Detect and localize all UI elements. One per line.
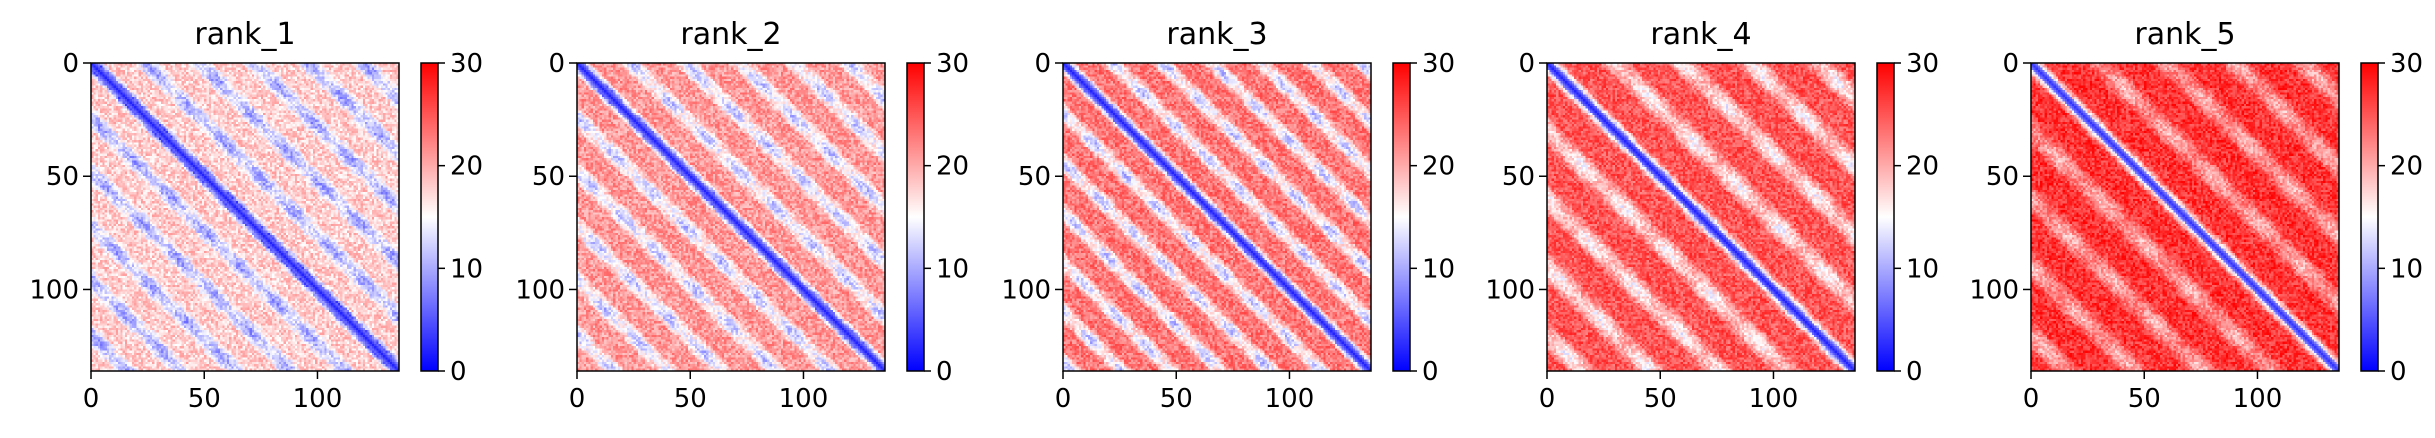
x-tick-label: 100 [2233, 384, 2283, 414]
y-tick-label: 50 [1502, 162, 1535, 192]
x-tick-label: 100 [779, 384, 829, 414]
colorbar-tick-label: 20 [2390, 152, 2423, 182]
y-tick-label: 100 [1969, 275, 2019, 305]
y-tick-label: 0 [548, 49, 565, 79]
heatmap-image [577, 63, 885, 371]
panel-title: rank_4 [1650, 17, 1751, 52]
colorbar-tick-label: 10 [1906, 254, 1939, 284]
heatmap-image [1547, 63, 1855, 371]
y-tick-label: 0 [1518, 49, 1535, 79]
x-tick-label: 50 [674, 384, 707, 414]
heatmap-image [1063, 63, 1371, 371]
colorbar-tick-label: 20 [450, 152, 483, 182]
heatmap-image [91, 63, 399, 371]
heatmap-panel-1: rank_1 0 50 100 0 50 100 0 10 20 30 [29, 17, 483, 414]
colorbar-tick-label: 30 [450, 49, 483, 79]
heatmap-panel-4: rank_4 0 50 100 0 50 100 0 10 20 30 [1485, 17, 1939, 414]
colorbar [1876, 62, 1895, 372]
axes-frame [90, 62, 400, 372]
y-tick-label: 0 [1034, 49, 1051, 79]
axes-frame [576, 62, 886, 372]
colorbar-tick-label: 20 [936, 152, 969, 182]
colorbar [420, 62, 439, 372]
panel-title: rank_2 [680, 17, 781, 52]
heatmap-panel-5: rank_5 0 50 100 0 50 100 0 10 20 30 [1969, 17, 2423, 414]
y-tick-label: 0 [2002, 49, 2019, 79]
y-tick-label: 100 [29, 275, 79, 305]
axes-frame [2030, 62, 2340, 372]
y-tick-label: 0 [62, 49, 79, 79]
x-tick-label: 50 [2128, 384, 2161, 414]
colorbar-tick-label: 10 [1422, 254, 1455, 284]
colorbar-tick-label: 30 [1906, 49, 1939, 79]
colorbar [1392, 62, 1411, 372]
x-tick-label: 50 [1644, 384, 1677, 414]
heatmap-image [2031, 63, 2339, 371]
panel-title: rank_3 [1166, 17, 1267, 52]
y-tick-label: 100 [1001, 275, 1051, 305]
panel-title: rank_1 [194, 17, 295, 52]
y-tick-label: 50 [1018, 162, 1051, 192]
x-tick-label: 0 [1539, 384, 1556, 414]
x-tick-label: 0 [2023, 384, 2040, 414]
y-tick-label: 50 [46, 162, 79, 192]
y-tick-label: 100 [1485, 275, 1535, 305]
axes-frame [1546, 62, 1856, 372]
x-tick-label: 100 [293, 384, 343, 414]
x-tick-label: 0 [83, 384, 100, 414]
x-tick-label: 50 [1160, 384, 1193, 414]
colorbar-tick-label: 30 [1422, 49, 1455, 79]
colorbar-tick-label: 10 [450, 254, 483, 284]
colorbar-tick-label: 0 [2390, 357, 2407, 387]
heatmap-panel-2: rank_2 0 50 100 0 50 100 0 10 20 30 [515, 17, 969, 414]
colorbar-tick-label: 10 [936, 254, 969, 284]
colorbar-tick-label: 30 [2390, 49, 2423, 79]
x-tick-label: 0 [569, 384, 586, 414]
colorbar-tick-label: 30 [936, 49, 969, 79]
panel-title: rank_5 [2134, 17, 2235, 52]
colorbar-tick-label: 0 [450, 357, 467, 387]
colorbar-tick-label: 10 [2390, 254, 2423, 284]
heatmap-panel-3: rank_3 0 50 100 0 50 100 0 10 20 30 [1001, 17, 1455, 414]
x-tick-label: 100 [1749, 384, 1799, 414]
colorbar [906, 62, 925, 372]
axes-frame [1062, 62, 1372, 372]
colorbar-tick-label: 0 [1422, 357, 1439, 387]
colorbar-tick-label: 20 [1906, 152, 1939, 182]
colorbar-tick-label: 0 [936, 357, 953, 387]
colorbar [2360, 62, 2379, 372]
x-tick-label: 100 [1265, 384, 1315, 414]
y-tick-label: 50 [1986, 162, 2019, 192]
x-tick-label: 50 [188, 384, 221, 414]
colorbar-tick-label: 0 [1906, 357, 1923, 387]
x-tick-label: 0 [1055, 384, 1072, 414]
y-tick-label: 100 [515, 275, 565, 305]
y-tick-label: 50 [532, 162, 565, 192]
colorbar-tick-label: 20 [1422, 152, 1455, 182]
